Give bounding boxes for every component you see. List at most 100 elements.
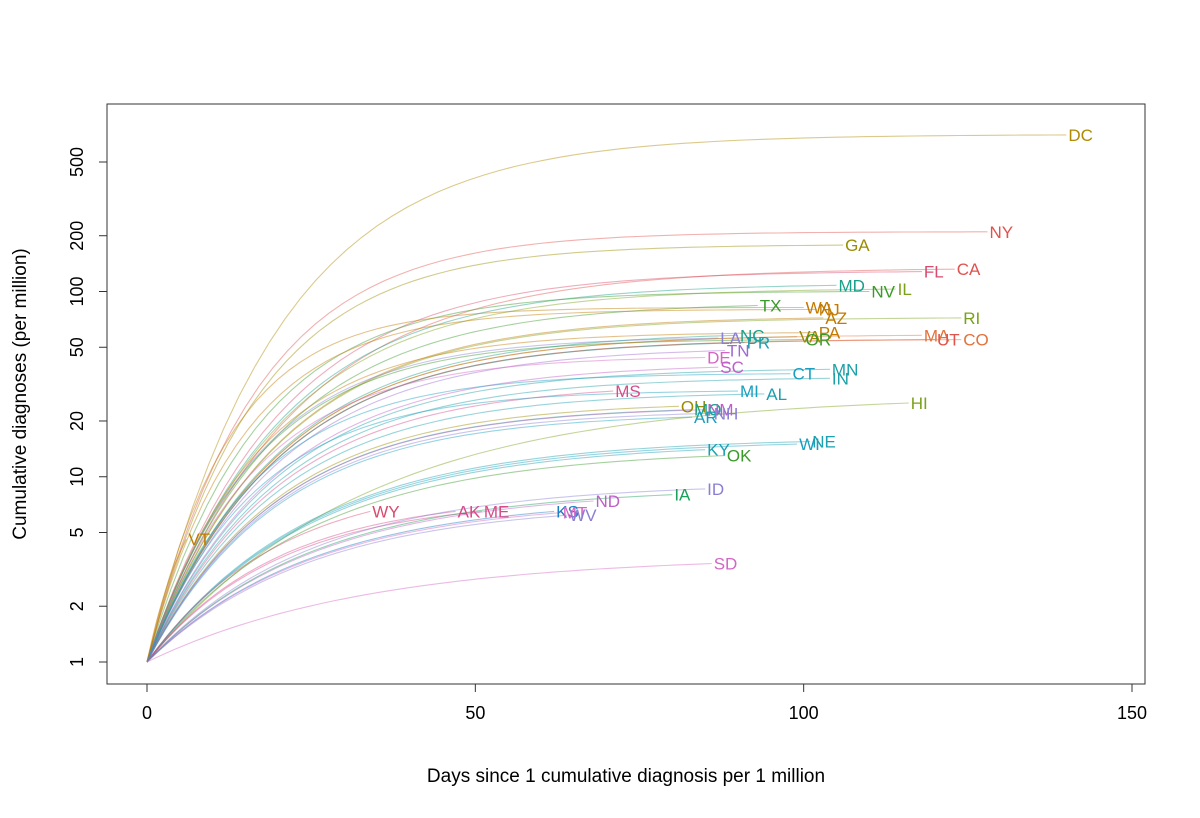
x-tick-label: 150 [1117, 703, 1147, 723]
series-line-ut [146, 339, 936, 663]
series-label-ca: CA [957, 260, 981, 279]
series-label-hi: HI [911, 394, 928, 413]
series-label-mo: MO [694, 401, 721, 420]
series-line-dc [146, 134, 1067, 663]
series-label-md: MD [839, 276, 865, 295]
series-line-ok [146, 455, 725, 663]
series-label-vt: VT [188, 530, 210, 549]
series-line-va [146, 336, 798, 663]
series-line-fl [146, 271, 922, 663]
series-line-wy [146, 510, 371, 663]
series-label-pa: PA [819, 324, 841, 343]
series-label-ct: CT [793, 365, 816, 384]
y-tick-label: 20 [67, 411, 87, 431]
series-line-nd [146, 500, 594, 663]
series-line-nj [146, 308, 817, 663]
series-line-sc [146, 366, 719, 663]
series-label-ne: NE [812, 432, 836, 451]
series-line-tx [146, 304, 758, 663]
series-label-mn: MN [832, 360, 858, 379]
series-label-wv: WV [569, 506, 597, 525]
series-line-ar [146, 416, 693, 663]
x-tick-label: 0 [142, 703, 152, 723]
y-tick-label: 500 [67, 147, 87, 177]
series-line-ct [146, 373, 791, 663]
series-label-oh: OH [681, 397, 707, 416]
series-label-ks: KS [556, 502, 579, 521]
series-line-ca [146, 268, 955, 663]
series-line-mi [146, 390, 739, 663]
series-label-ny: NY [990, 223, 1014, 242]
series-label-sc: SC [720, 358, 744, 377]
series-line-wv [146, 514, 568, 663]
series-line-ia [146, 494, 673, 663]
series-line-al [146, 393, 765, 663]
series-label-or: OR [806, 331, 832, 350]
series-line-hi [146, 402, 909, 663]
series-label-nc: NC [740, 326, 765, 345]
series-line-vt [146, 538, 187, 663]
series-line-ak [146, 510, 456, 663]
series-line-tn [146, 349, 725, 663]
series-line-nh [146, 412, 712, 663]
series-lines [146, 134, 1067, 663]
series-label-pr: PR [747, 334, 771, 353]
series-label-ar: AR [694, 408, 718, 427]
series-label-az: AZ [825, 309, 847, 328]
x-tick-label: 100 [789, 703, 819, 723]
series-line-ri [146, 317, 962, 663]
series-label-wy: WY [372, 502, 399, 521]
series-label-mi: MI [740, 382, 759, 401]
series-line-in [146, 377, 830, 663]
series-line-pa [146, 332, 817, 663]
series-label-nj: NJ [819, 300, 840, 319]
series-line-ma [146, 334, 922, 663]
series-label-wi: WI [799, 435, 820, 454]
series-line-ne [146, 440, 811, 663]
series-line-ny [146, 231, 988, 663]
series-label-ms: MS [615, 382, 641, 401]
series-label-fl: FL [924, 263, 944, 282]
series-label-ga: GA [845, 236, 870, 255]
y-tick-label: 100 [67, 276, 87, 306]
series-label-ri: RI [963, 309, 980, 328]
series-line-ks [146, 510, 555, 663]
series-label-ma: MA [924, 326, 950, 345]
series-line-oh [146, 405, 679, 663]
x-axis: 0 50 100 150 [142, 683, 1147, 723]
series-label-mt: MT [563, 504, 588, 523]
series-line-pr [146, 342, 745, 663]
series-line-la [146, 337, 719, 663]
series-label-in: IN [832, 369, 849, 388]
series-label-tx: TX [760, 297, 782, 316]
series-line-wa [146, 306, 804, 663]
series-line-wi [146, 443, 798, 663]
series-label-de: DE [707, 349, 731, 368]
series-line-az [146, 317, 824, 663]
y-tick-label: 200 [67, 221, 87, 251]
series-line-co [146, 339, 962, 663]
series-line-ky [146, 449, 706, 663]
series-line-ms [146, 390, 614, 663]
series-label-id: ID [707, 480, 724, 499]
y-tick-label: 10 [67, 467, 87, 487]
series-line-or [146, 339, 804, 663]
series-label-ak: AK [458, 502, 481, 521]
x-tick-label: 50 [465, 703, 485, 723]
series-label-va: VA [799, 328, 821, 347]
y-tick-label: 2 [67, 601, 87, 611]
series-label-dc: DC [1068, 126, 1093, 145]
series-label-tn: TN [727, 342, 750, 361]
series-line-mn [146, 368, 830, 663]
series-line-ga [146, 244, 844, 663]
series-label-nv: NV [871, 282, 895, 301]
series-label-ia: IA [674, 486, 691, 505]
series-label-wa: WA [806, 298, 833, 317]
y-axis-title: Cumulative diagnoses (per million) [10, 248, 31, 539]
series-label-sd: SD [714, 555, 738, 574]
series-label-ut: UT [937, 331, 960, 350]
series-line-me [146, 510, 482, 663]
series-label-nd: ND [596, 492, 621, 511]
